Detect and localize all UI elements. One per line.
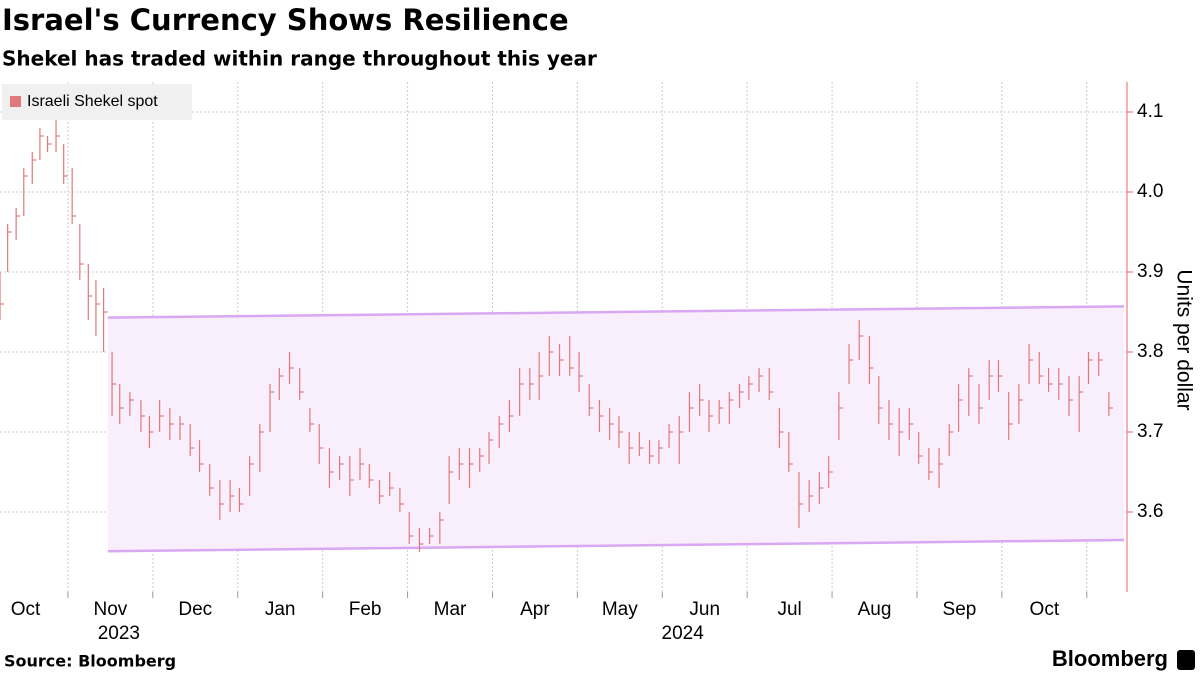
legend-swatch bbox=[10, 96, 21, 107]
brand: Bloomberg bbox=[1052, 646, 1168, 671]
x-tick-label: Feb bbox=[349, 599, 382, 620]
x-group-label: 2024 bbox=[662, 623, 705, 644]
y-tick-label: 4.0 bbox=[1137, 181, 1163, 202]
source: Source: Bloomberg bbox=[4, 652, 176, 671]
x-tick-label: May bbox=[602, 599, 638, 620]
y-tick-label: 3.7 bbox=[1137, 421, 1163, 442]
legend-label: Israeli Shekel spot bbox=[27, 93, 158, 110]
x-tick-label: Oct bbox=[1030, 599, 1060, 620]
y-tick-label: 4.1 bbox=[1137, 101, 1163, 122]
x-group-label: 2023 bbox=[98, 623, 140, 644]
channel-lower bbox=[107, 538, 1125, 553]
x-tick-label: Dec bbox=[178, 599, 212, 620]
chart-title: Israel's Currency Shows Resilience bbox=[2, 3, 569, 37]
y-tick-label: 3.8 bbox=[1137, 341, 1163, 362]
channel-upper bbox=[107, 305, 1125, 319]
chart-subtitle: Shekel has traded within range throughou… bbox=[2, 47, 597, 71]
brand-icon bbox=[1177, 650, 1195, 670]
x-tick-label: Jul bbox=[777, 599, 801, 620]
x-tick-label: Nov bbox=[93, 599, 127, 620]
y-tick-label: 3.9 bbox=[1137, 261, 1163, 282]
y-axis-label: Units per dollar bbox=[1172, 269, 1195, 410]
x-tick-label: Aug bbox=[858, 599, 892, 620]
x-tick-label: Apr bbox=[520, 599, 550, 620]
x-tick-label: Sep bbox=[943, 599, 977, 620]
x-tick-label: Oct bbox=[11, 599, 41, 620]
y-tick-label: 3.6 bbox=[1137, 501, 1163, 522]
x-tick-label: Jun bbox=[689, 599, 720, 620]
x-tick-label: Jan bbox=[265, 599, 296, 620]
x-tick-label: Mar bbox=[434, 599, 467, 620]
legend-box bbox=[2, 84, 192, 120]
